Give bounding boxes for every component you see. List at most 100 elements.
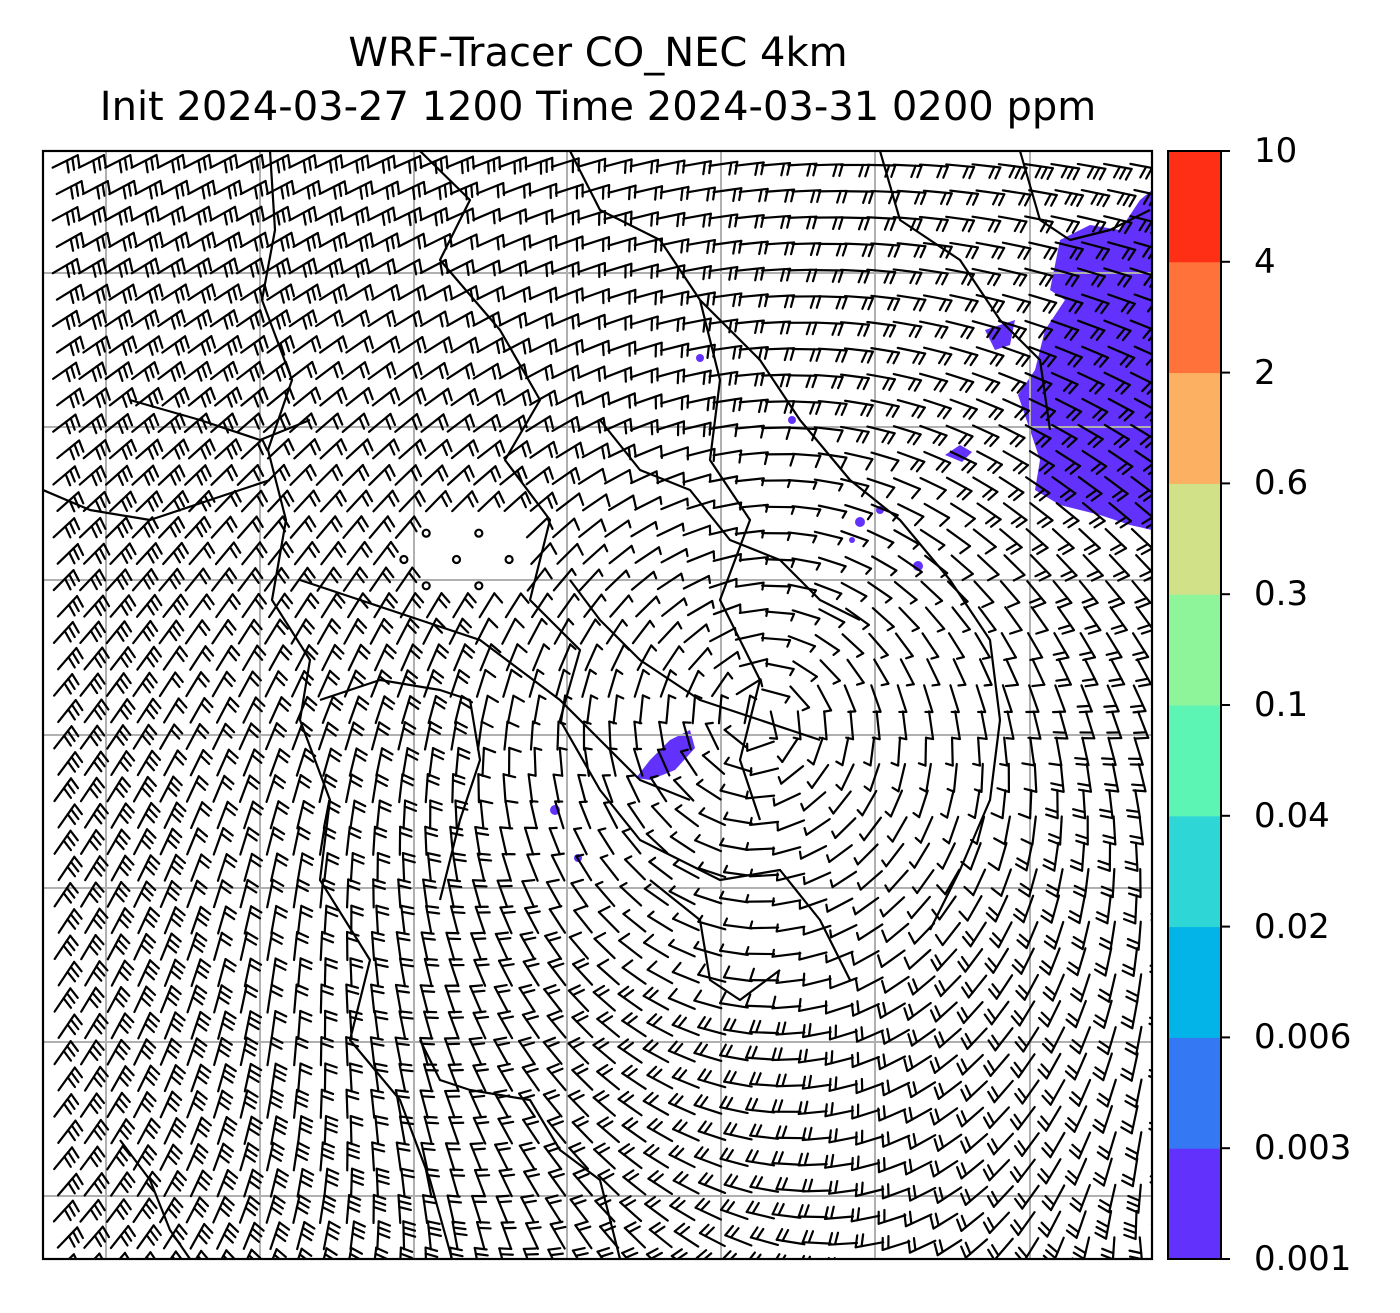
wind-barb: [623, 1221, 647, 1249]
wind-barb: [78, 309, 107, 331]
wind-barb: [419, 310, 449, 328]
wind-barb: [801, 1229, 832, 1245]
wind-barb: [660, 446, 689, 461]
wind-barb: [971, 163, 1002, 180]
wind-barb: [1154, 1132, 1167, 1160]
wind-barb: [880, 975, 910, 994]
wind-barb: [704, 721, 720, 751]
wind-barb: [1154, 1027, 1168, 1055]
wind-barb: [824, 1000, 854, 1015]
wind-barb: [936, 868, 961, 896]
wind-barb: [947, 632, 965, 660]
wind-barb: [212, 1089, 234, 1119]
wind-barb: [797, 1100, 828, 1116]
wind-barb: [851, 1051, 881, 1069]
wind-barb: [824, 1050, 854, 1066]
wind-barb: [1131, 580, 1152, 609]
wind-barb: [137, 854, 161, 882]
wind-barb: [598, 1220, 620, 1249]
wind-barb: [346, 540, 373, 566]
wind-barb: [472, 1062, 489, 1093]
wind-barb: [185, 775, 209, 803]
wind-barb: [80, 934, 105, 961]
wind-barb: [1108, 658, 1126, 688]
wind-barb: [399, 592, 425, 619]
wind-barb: [262, 257, 292, 278]
wind-barb: [956, 1106, 985, 1128]
wind-barb: [448, 617, 473, 645]
wind-barb: [501, 852, 516, 882]
wind-barb: [1041, 1131, 1066, 1159]
wind-barb: [581, 288, 611, 305]
wind-barb: [472, 155, 502, 175]
wind-barb: [662, 645, 685, 671]
colorbar: [1168, 151, 1221, 1260]
wind-barb: [52, 569, 81, 592]
wind-barb: [1106, 710, 1123, 740]
wind-barb: [659, 290, 690, 306]
wind-barb: [1092, 1052, 1113, 1082]
wind-barb: [945, 424, 974, 447]
wind-barb: [1078, 580, 1099, 609]
wind-barb: [892, 425, 922, 446]
wind-barb: [374, 695, 396, 725]
wind-barb: [109, 490, 137, 513]
wind-barb: [886, 816, 908, 843]
wind-barb: [708, 213, 739, 229]
wind-barb: [881, 1183, 911, 1200]
wind-barb: [237, 567, 264, 592]
wind-barb: [240, 489, 269, 513]
wind-barb: [1121, 946, 1139, 977]
wind-barb: [373, 1009, 389, 1040]
wind-barb: [734, 581, 765, 591]
wind-barb: [1069, 841, 1086, 872]
wind-barb: [521, 1010, 540, 1039]
wind-barb: [544, 931, 563, 961]
wind-barb: [345, 878, 361, 909]
wind-barb: [907, 975, 936, 996]
wind-barb: [1080, 189, 1111, 208]
wind-barb: [342, 515, 369, 539]
wind-barb: [264, 670, 288, 698]
colorbar-swatch: [1168, 926, 1221, 1038]
wind-barb: [1070, 973, 1091, 1003]
wind-barb: [55, 232, 85, 252]
wind-barb: [235, 257, 265, 278]
wind-barb: [318, 180, 348, 200]
wind-barb: [209, 257, 239, 278]
wind-barb: [627, 801, 646, 829]
wind-barb: [1103, 371, 1131, 395]
wind-barb: [957, 948, 984, 973]
wind-barb: [650, 802, 673, 829]
wind-barb: [56, 387, 85, 409]
wind-barb: [1107, 293, 1136, 315]
wind-barb: [266, 1089, 284, 1119]
wind-barb: [158, 619, 185, 645]
wind-barb: [262, 360, 291, 382]
wind-barb: [761, 214, 792, 230]
wind-barb: [394, 412, 423, 433]
wind-barb: [106, 933, 131, 961]
wind-barb: [775, 1227, 806, 1246]
wind-barb: [243, 957, 263, 988]
colorbar-swatch: [1168, 815, 1221, 928]
wind-barb: [581, 236, 611, 253]
wind-barb: [771, 1150, 802, 1166]
wind-barb: [398, 387, 427, 407]
wind-barb: [83, 750, 110, 776]
wind-barb: [82, 283, 111, 304]
wind-barb: [290, 618, 315, 645]
wind-barb: [679, 748, 698, 776]
wind-barb: [840, 581, 868, 603]
wind-barb: [697, 1172, 727, 1195]
wind-barb: [603, 366, 633, 383]
border-line: [569, 151, 1002, 931]
wind-barb: [292, 826, 311, 856]
wind-barb: [53, 1146, 80, 1171]
wind-barb: [868, 632, 889, 659]
wind-barb: [787, 215, 818, 230]
wind-barb: [263, 463, 291, 486]
wind-barb: [845, 607, 870, 631]
wind-barb: [319, 438, 348, 460]
wind-barb: [543, 984, 563, 1013]
